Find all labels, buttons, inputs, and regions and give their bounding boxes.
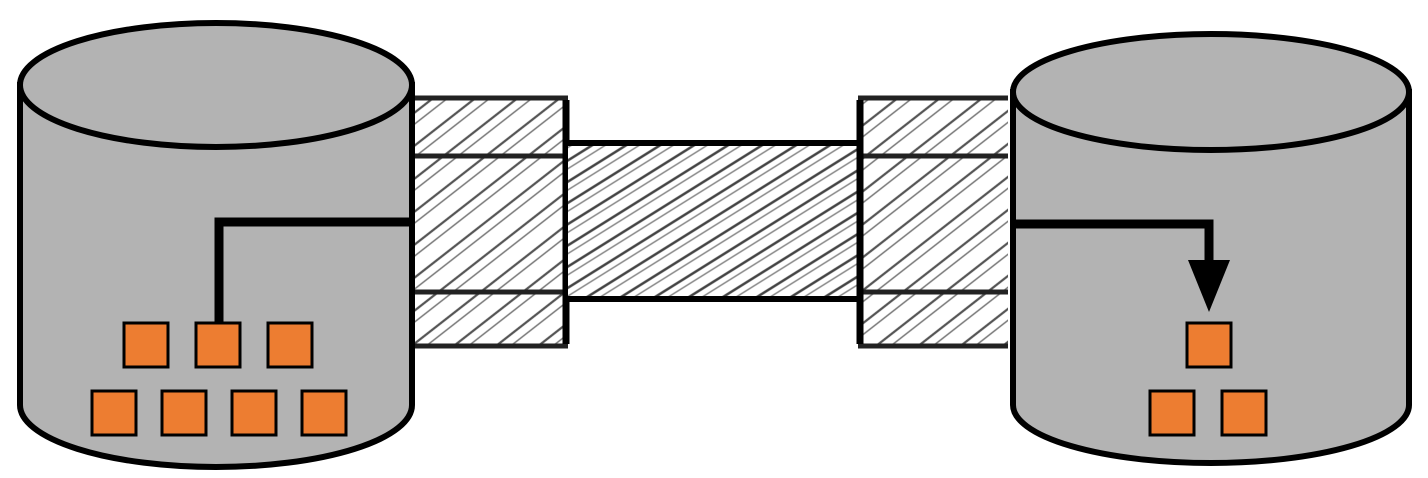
data-block xyxy=(1220,389,1268,437)
arrowhead-icon xyxy=(1188,260,1230,312)
cable-connector xyxy=(405,95,1008,349)
left-flow-line xyxy=(214,217,412,322)
right-coupling xyxy=(856,95,1008,349)
right-flow-line xyxy=(1013,219,1214,262)
cable-body xyxy=(568,140,858,302)
data-block xyxy=(194,321,242,369)
data-block xyxy=(160,389,208,437)
data-block xyxy=(266,321,314,369)
data-block xyxy=(1185,321,1233,369)
data-block xyxy=(300,389,348,437)
right-database-cylinder xyxy=(1010,31,1412,466)
data-block xyxy=(122,321,170,369)
left-cylinder-top xyxy=(17,20,415,150)
data-block xyxy=(90,389,138,437)
right-data-blocks xyxy=(1148,321,1268,437)
left-coupling xyxy=(405,95,570,349)
data-block xyxy=(1148,389,1196,437)
data-block xyxy=(230,389,278,437)
left-database-cylinder xyxy=(17,20,415,470)
left-data-blocks xyxy=(90,321,348,437)
right-cylinder-top xyxy=(1010,31,1412,153)
